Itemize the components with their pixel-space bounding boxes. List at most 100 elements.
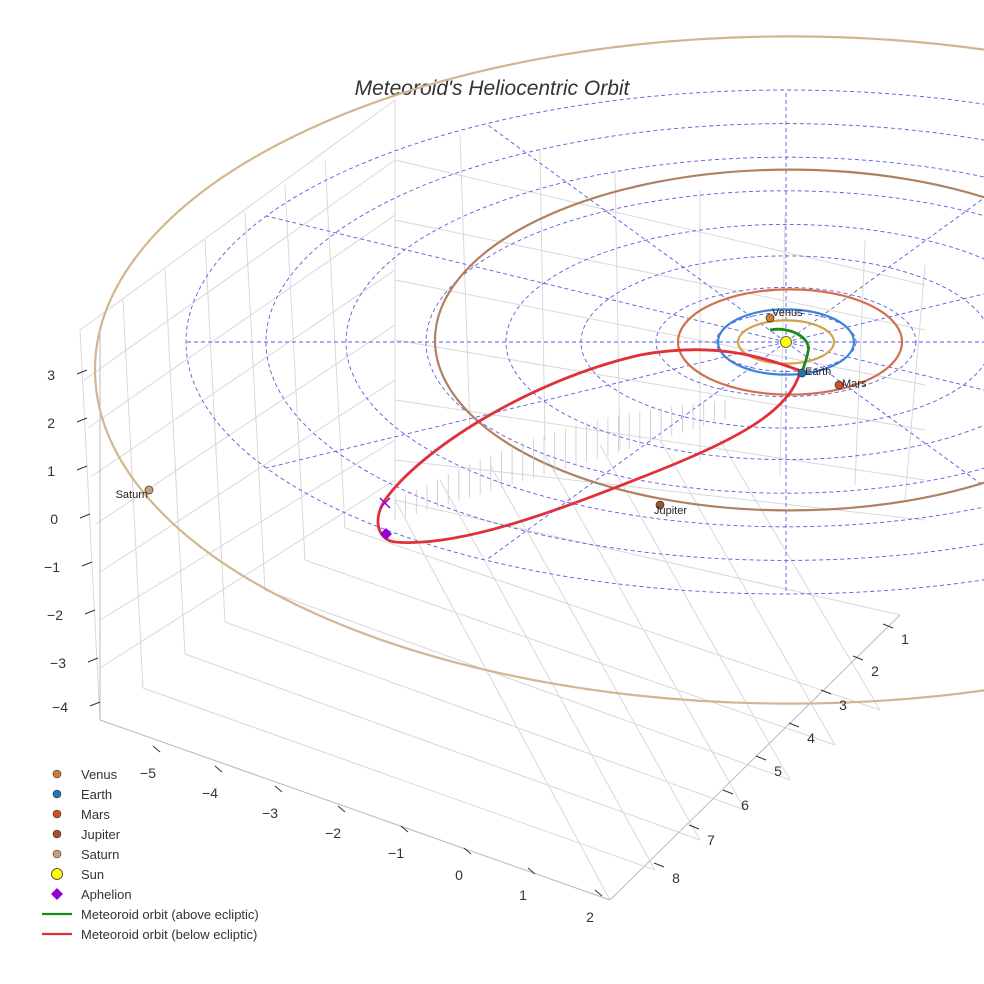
z-tick-label: 0 [50, 511, 58, 527]
planet-orbits [94, 35, 984, 705]
z-tick-mark [76, 369, 88, 375]
legend-diamond [51, 888, 63, 900]
meteor-orbit-above [769, 327, 810, 373]
ecliptic-ring [505, 223, 984, 461]
y-tick-label: 0 [455, 867, 463, 883]
meteor-orbit-below [376, 348, 806, 545]
x-tick-mark [788, 722, 800, 728]
z-tick-mark [76, 465, 88, 471]
legend-symbol [40, 804, 74, 824]
legend-label: Aphelion [81, 886, 132, 902]
legend-label: Meteoroid orbit (below ecliptic) [81, 926, 258, 942]
legend-symbol [40, 784, 74, 804]
marker-earth [797, 368, 807, 378]
x-tick-mark [820, 689, 832, 695]
marker-jupiter [655, 500, 665, 510]
x-tick-label: 1 [901, 631, 909, 647]
x-tick-mark [755, 755, 767, 761]
legend-dot [52, 809, 62, 819]
orbit-saturn [94, 35, 984, 705]
x-tick-label: 7 [707, 832, 715, 848]
legend-symbol [40, 824, 74, 844]
y-tick-mark [400, 825, 409, 833]
legend-label: Saturn [81, 846, 120, 862]
marker-sun [780, 336, 792, 348]
x-tick-mark [653, 862, 665, 868]
axes-frame [79, 99, 926, 901]
x-tick-label: 2 [871, 663, 879, 679]
z-tick-label: 2 [47, 415, 55, 431]
x-tick-label: 8 [672, 870, 680, 886]
legend-label: Meteoroid orbit (above ecliptic) [81, 906, 259, 922]
label-saturn: Saturn [116, 489, 148, 501]
ecliptic-spoke [785, 341, 984, 391]
meteoroid-orbit [376, 327, 810, 545]
y-tick-label: −1 [388, 845, 404, 861]
ecliptic-spoke [485, 123, 787, 343]
x-tick-label: 4 [807, 730, 815, 746]
legend-label: Jupiter [81, 826, 121, 842]
z-tick-label: 3 [47, 367, 55, 383]
y-tick-mark [152, 745, 161, 753]
legend-label: Venus [81, 766, 118, 782]
x-tick-label: 3 [839, 697, 847, 713]
legend-label: Mars [81, 806, 110, 822]
z-tick-label: −1 [44, 559, 60, 575]
legend-item: Aphelion [40, 884, 259, 904]
x-tick-label: 6 [741, 797, 749, 813]
axis-ticks: 3 2 1 0 −1 −2 −3 −4 −5 −4 −3 −2 −1 0 1 2 1 2 3 4 5 6 7 8 [44, 367, 909, 925]
label-earth: Earth [805, 366, 831, 378]
legend-item: Earth [40, 784, 259, 804]
legend-symbol [40, 904, 74, 924]
orbit-earth [716, 308, 856, 376]
legend-item: Venus [40, 764, 259, 784]
legend-symbol [40, 884, 74, 904]
label-mars: Mars [842, 378, 867, 390]
x-tick-mark [852, 655, 864, 661]
y-tick-label: −2 [325, 825, 341, 841]
x-tick-mark [882, 623, 894, 629]
ecliptic-spoke [485, 341, 787, 561]
y-tick-label: 2 [586, 909, 594, 925]
z-tick-mark [79, 513, 91, 519]
legend-item: Saturn [40, 844, 259, 864]
ecliptic-ring [185, 89, 984, 595]
z-tick-label: −3 [50, 655, 66, 671]
marker-saturn [144, 485, 154, 495]
legend-dot [52, 849, 62, 859]
ecliptic-spoke [785, 341, 984, 487]
z-tick-label: 1 [47, 463, 55, 479]
legend-symbol [40, 924, 74, 944]
label-venus: Venus [772, 307, 803, 319]
y-tick-mark [594, 889, 603, 897]
y-tick-mark [527, 867, 536, 875]
legend-dot [52, 829, 62, 839]
legend-dot [51, 868, 63, 880]
legend-item: Sun [40, 864, 259, 884]
label-jupiter: Jupiter [654, 505, 687, 517]
z-tick-mark [84, 609, 96, 615]
legend-dot [52, 789, 62, 799]
y-tick-label: 1 [519, 887, 527, 903]
marker-mars [834, 380, 844, 390]
ecliptic-spoke [785, 293, 984, 343]
legend-item: Mars [40, 804, 259, 824]
legend-symbol [40, 764, 74, 784]
legend-item: Meteoroid orbit (above ecliptic) [40, 904, 259, 924]
legend-item: Meteoroid orbit (below ecliptic) [40, 924, 259, 944]
chart-title: Meteoroid's Heliocentric Orbit [355, 77, 631, 100]
orbit-venus [736, 319, 836, 365]
z-tick-mark [87, 657, 99, 663]
legend-symbol [40, 844, 74, 864]
z-tick-mark [89, 701, 101, 707]
z-tick-label: −2 [47, 607, 63, 623]
legend-label: Earth [81, 786, 113, 802]
marker-aphelion [380, 528, 392, 540]
legend-item: Jupiter [40, 824, 259, 844]
y-tick-label: −5 [140, 765, 156, 781]
y-tick-mark [337, 805, 346, 813]
ecliptic-spoke [266, 341, 787, 469]
legend: Venus Earth Mars Jupiter Saturn Sun Aphelion Me… [40, 764, 259, 944]
legend-symbol [40, 864, 74, 884]
